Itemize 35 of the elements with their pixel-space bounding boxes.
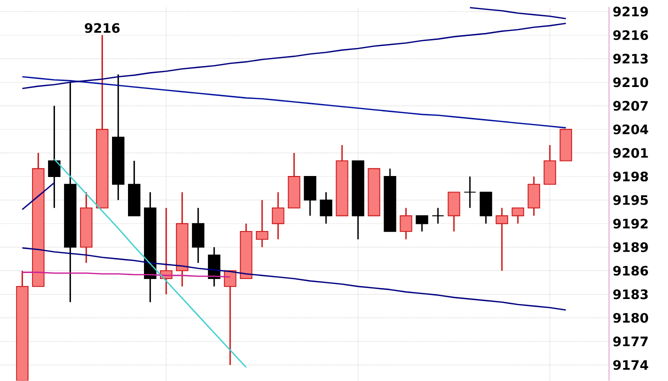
y-tick-label: 9186 [613, 266, 648, 276]
candlestick [304, 176, 316, 216]
y-tick-label: 9207 [613, 100, 648, 111]
y-tick-label: 9183 [613, 289, 648, 300]
candlestick [480, 192, 492, 224]
y-tick-label: 9174 [613, 360, 648, 370]
y-tick-label: 9210 [613, 77, 648, 88]
candlestick [416, 215, 428, 232]
y-tick-label: 9219 [613, 6, 648, 16]
candlestick [432, 207, 444, 224]
candlestick [528, 176, 540, 216]
candlestick [544, 144, 556, 186]
y-tick-label: 9201 [613, 148, 648, 158]
candlestick [320, 192, 332, 224]
candlestick [208, 246, 220, 288]
candlestick [400, 207, 412, 240]
candlestick [496, 207, 508, 272]
y-tick-label: 9204 [613, 124, 648, 134]
y-tick-label: 9198 [613, 172, 648, 182]
candlestick [448, 192, 460, 232]
candlestick [192, 207, 204, 264]
y-tick-label: 9180 [613, 312, 648, 323]
line-series [469, 6, 567, 20]
y-tick-label: 9177 [613, 336, 648, 346]
y-tick-label: 9213 [613, 54, 648, 64]
y-tick-label: 9192 [613, 218, 648, 229]
y-tick-label: 9189 [613, 242, 648, 252]
candlestick [256, 199, 268, 248]
candlestick [512, 207, 524, 224]
y-tick-label: 9195 [613, 195, 648, 205]
y-tick-label: 9216 [613, 30, 648, 40]
candlestick [464, 176, 476, 209]
candlestick [272, 192, 284, 240]
candlestick [48, 105, 60, 209]
annotation: 9216 [84, 23, 120, 33]
